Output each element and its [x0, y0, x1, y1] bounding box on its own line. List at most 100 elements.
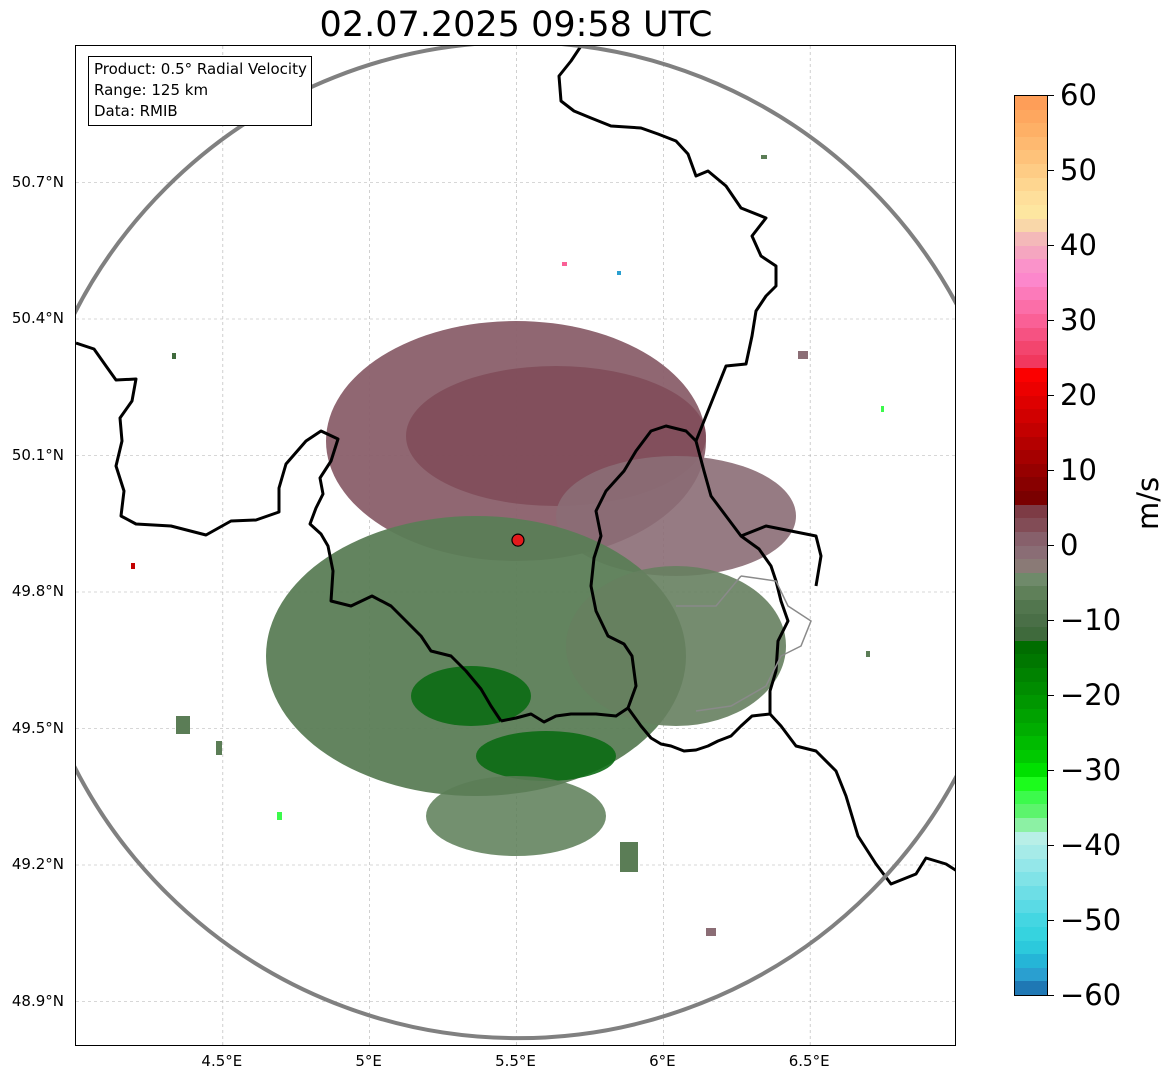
range-ring-circle	[76, 46, 955, 1040]
colorbar-tick	[1048, 170, 1054, 171]
colorbar-segment	[1015, 491, 1047, 507]
echo-approaching-core	[266, 516, 686, 796]
colorbar-segment	[1015, 640, 1047, 657]
colorbar-segment	[1015, 668, 1047, 684]
colorbar-tick-label: 50	[1060, 153, 1097, 187]
colorbar-tick-label: 10	[1060, 453, 1097, 487]
colorbar-segment	[1015, 545, 1047, 561]
radar-site-marker[interactable]	[511, 533, 525, 547]
colorbar-segment	[1015, 913, 1047, 929]
echo-speckle	[866, 651, 870, 657]
radar-map[interactable]	[75, 45, 956, 1046]
colorbar-tick-label: 40	[1060, 228, 1097, 262]
echo-speckle	[172, 353, 176, 359]
colorbar-segment	[1015, 722, 1047, 738]
colorbar-tick-label: −60	[1060, 978, 1122, 1012]
colorbar-tick-label: 20	[1060, 378, 1097, 412]
echo-speckle	[798, 351, 808, 359]
echo-speckle	[277, 812, 282, 820]
colorbar-segment	[1015, 109, 1047, 126]
colorbar-tick	[1048, 320, 1054, 321]
colorbar-segment	[1015, 926, 1047, 943]
border-germany-belgium-north	[557, 46, 778, 442]
colorbar-tick	[1048, 770, 1054, 771]
colorbar-segment	[1015, 572, 1047, 589]
colorbar-segment	[1015, 531, 1047, 548]
colorbar-segment	[1015, 708, 1047, 725]
regional-borders	[676, 575, 812, 712]
lon-tick-label: 6.5°E	[788, 1052, 830, 1070]
colorbar-tick-label: 30	[1060, 303, 1097, 337]
lat-tick-label: 48.9°N	[11, 991, 64, 1010]
colorbar-segment	[1015, 477, 1047, 493]
product-info-box: Product: 0.5° Radial Velocity Range: 125…	[88, 56, 312, 126]
colorbar-segment	[1015, 259, 1047, 275]
colorbar-tick	[1048, 845, 1054, 846]
colorbar-tick	[1048, 920, 1054, 921]
border-luxembourg-east-to-germany	[626, 440, 790, 753]
echo-speckle	[562, 262, 567, 266]
country-borders	[76, 46, 955, 886]
echo-approaching-strong-south	[476, 731, 616, 781]
colorbar-segment	[1015, 300, 1047, 316]
colorbar-segment	[1015, 286, 1047, 303]
colorbar-segment	[1015, 164, 1047, 180]
colorbar-segment	[1015, 354, 1047, 371]
lat-tick-label: 50.4°N	[11, 309, 64, 327]
colorbar-segment	[1015, 382, 1047, 398]
echo-speckle	[881, 406, 884, 412]
border-saarland-east	[740, 524, 823, 587]
colorbar-tick-label: 60	[1060, 78, 1097, 112]
colorbar-segment	[1015, 191, 1047, 207]
colorbar-segment	[1015, 763, 1047, 779]
colorbar-segment	[1015, 777, 1047, 793]
lon-tick-label: 5°E	[355, 1052, 382, 1070]
velocity-echoes	[131, 155, 884, 936]
colorbar-tick	[1048, 245, 1054, 246]
echo-speckle	[131, 563, 135, 569]
colorbar-segment	[1015, 327, 1047, 343]
colorbar-segment	[1015, 218, 1047, 234]
lat-tick-label: 49.5°N	[11, 718, 64, 737]
colorbar-segment	[1015, 695, 1047, 711]
info-range: Range: 125 km	[94, 81, 209, 99]
colorbar-segment	[1015, 736, 1047, 752]
echo-approaching-strong	[411, 666, 531, 726]
colorbar-segment	[1015, 96, 1047, 112]
echo-speckle	[620, 842, 638, 872]
colorbar-segment	[1015, 613, 1047, 629]
colorbar-segment	[1015, 790, 1047, 807]
colorbar-segment	[1015, 899, 1047, 916]
colorbar-segment	[1015, 804, 1047, 820]
echo-speckle	[706, 928, 716, 936]
colorbar-segment	[1015, 204, 1047, 221]
colorbar-segment	[1015, 967, 1047, 984]
colorbar-tick-label: 0	[1060, 528, 1079, 562]
colorbar-tick	[1048, 695, 1054, 696]
colorbar-segment	[1015, 954, 1047, 970]
echo-speckle	[176, 716, 190, 734]
colorbar-segment	[1015, 436, 1047, 452]
colorbar-segment	[1015, 504, 1047, 521]
colorbar-segment	[1015, 395, 1047, 412]
echo-approaching-tail	[426, 776, 606, 856]
lon-tick-label: 6°E	[649, 1052, 676, 1070]
echo-speckle	[617, 271, 621, 275]
colorbar-segment	[1015, 150, 1047, 166]
colorbar-segment	[1015, 518, 1047, 534]
colorbar-segment	[1015, 627, 1047, 643]
colorbar-segment	[1015, 422, 1047, 439]
colorbar-segment	[1015, 599, 1047, 616]
border-belgium-luxembourg-west	[76, 341, 503, 722]
colorbar-segment	[1015, 245, 1047, 262]
map-title: 02.07.2025 09:58 UTC	[319, 5, 713, 45]
border-luxembourg-france	[500, 706, 629, 724]
colorbar-segment	[1015, 872, 1047, 888]
velocity-colorbar	[1014, 95, 1048, 996]
colorbar-segment	[1015, 341, 1047, 357]
echo-speckle	[761, 155, 767, 159]
colorbar-tick	[1048, 995, 1054, 996]
colorbar-segment	[1015, 123, 1047, 139]
info-product: Product: 0.5° Radial Velocity	[94, 60, 307, 78]
info-data-source: Data: RMIB	[94, 102, 178, 120]
